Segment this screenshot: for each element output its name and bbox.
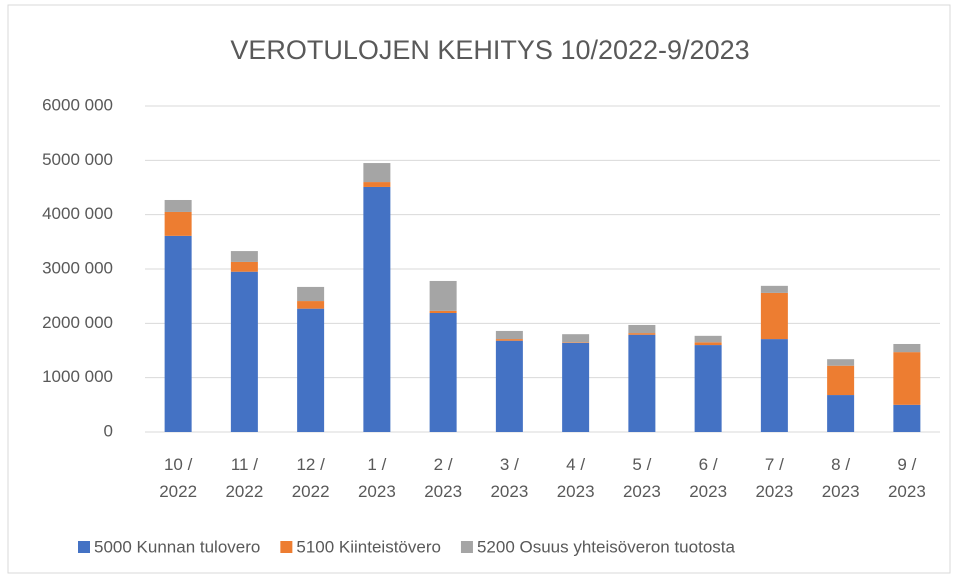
legend-label: 5200 Osuus yhteisöveron tuotosta <box>477 537 736 556</box>
bar-segment <box>562 342 590 432</box>
bar-segment <box>628 334 656 432</box>
bar-segment <box>297 301 325 309</box>
bar-segment <box>363 163 391 183</box>
bar-segment <box>429 310 457 314</box>
bar-segment <box>363 186 391 432</box>
y-tick-label: 3000 000 <box>42 258 113 277</box>
bar-segment <box>562 342 590 343</box>
bar-segment <box>429 313 457 432</box>
y-tick-label: 5000 000 <box>42 150 113 169</box>
y-tick-label: 1000 000 <box>42 367 113 386</box>
x-tick-label: 11 /2022 <box>225 455 263 501</box>
bar-segment <box>230 261 258 272</box>
x-tick-label: 6 /2023 <box>689 455 727 501</box>
bar-segment <box>827 395 855 432</box>
x-tick-label: 2 /2023 <box>424 455 462 501</box>
bar-segment <box>562 334 590 343</box>
x-tick-label: 3 /2023 <box>490 455 528 501</box>
bar-segment <box>297 308 325 432</box>
bar-segment <box>694 335 722 343</box>
y-tick-label: 4000 000 <box>42 204 113 223</box>
bar-segment <box>694 342 722 346</box>
y-tick-label: 0 <box>104 421 113 440</box>
legend-swatch <box>78 541 90 553</box>
chart-border <box>7 4 951 574</box>
bar-segment <box>827 365 855 396</box>
bar-segment <box>495 340 523 432</box>
bar-segment <box>164 199 192 212</box>
y-tick-label: 6000 000 <box>42 95 113 114</box>
bar-segment <box>628 333 656 335</box>
x-tick-label: 5 /2023 <box>623 455 661 501</box>
bar-segment <box>495 339 523 341</box>
legend-label: 5000 Kunnan tulovero <box>94 537 260 556</box>
x-tick-label: 7 /2023 <box>755 455 793 501</box>
x-tick-label: 4 /2023 <box>557 455 595 501</box>
bar-segment <box>893 343 921 353</box>
bar-segment <box>760 292 788 340</box>
legend-swatch <box>280 541 293 553</box>
bar-segment <box>164 211 192 236</box>
bar-segment <box>230 271 258 432</box>
x-tick-label: 12 /2022 <box>292 455 330 501</box>
legend-swatch <box>460 541 473 553</box>
bar-segment <box>827 359 855 366</box>
chart-title: VEROTULOJEN KEHITYS 10/2022-9/2023 <box>230 35 749 65</box>
bar-segment <box>760 339 788 432</box>
bar-segment <box>628 324 656 334</box>
bar-segment <box>893 404 921 432</box>
bar-segment <box>363 182 391 187</box>
bar-segment <box>230 251 258 262</box>
legend-label: 5100 Kiinteistövero <box>296 537 441 556</box>
bar-segment <box>893 352 921 405</box>
bar-segment <box>760 285 788 293</box>
bar-segment <box>495 330 523 340</box>
bar-segment <box>297 286 325 302</box>
x-tick-label: 10 /2022 <box>159 455 197 501</box>
bar-segment <box>429 280 457 311</box>
x-tick-label: 1 /2023 <box>358 455 396 501</box>
y-tick-label: 2000 000 <box>42 313 113 332</box>
bar-segment <box>164 235 192 432</box>
bar-segment <box>694 345 722 432</box>
x-tick-label: 8 /2023 <box>822 455 860 501</box>
x-tick-label: 9 /2023 <box>888 455 926 501</box>
